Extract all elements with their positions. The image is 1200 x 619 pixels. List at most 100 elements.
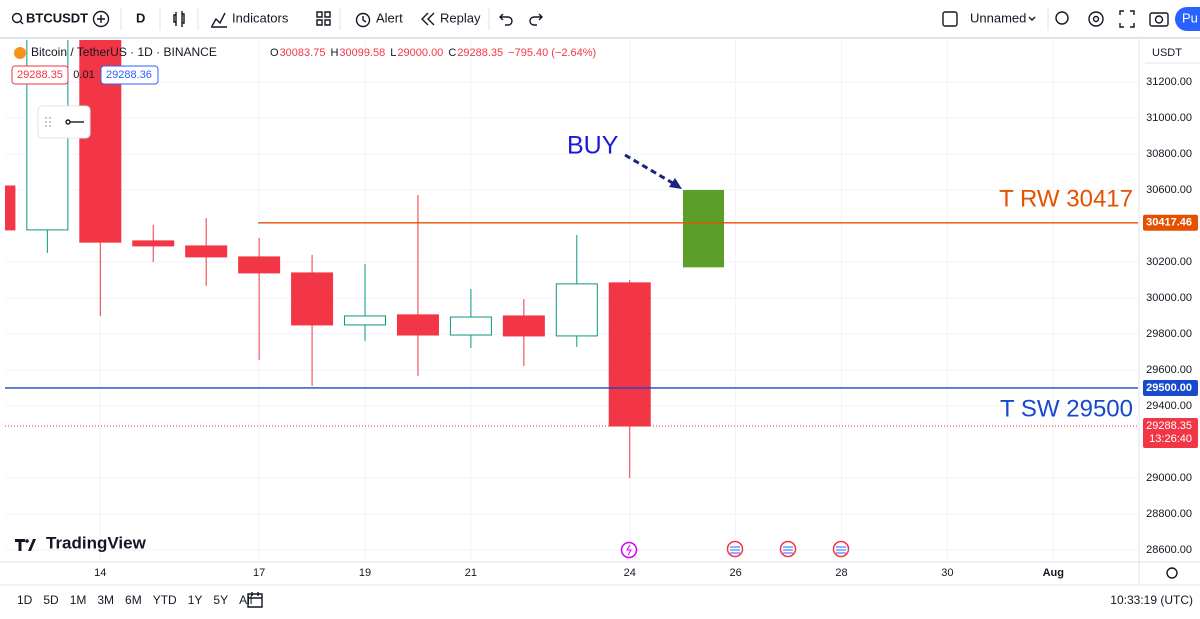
- x-tick-label: 30: [941, 567, 953, 579]
- ask[interactable]: 29288.36: [106, 69, 152, 81]
- ohlc-label: O: [270, 47, 279, 59]
- y-tick-label: 28600.00: [1146, 544, 1192, 556]
- y-tick-label: 30600.00: [1146, 184, 1192, 196]
- buy-arrow: [624, 153, 677, 187]
- candle-body: [5, 185, 16, 231]
- level-tag: [1143, 214, 1198, 231]
- logo-mark: [25, 539, 29, 543]
- annotation: BUY: [567, 132, 619, 160]
- add-symbol[interactable]: [92, 10, 110, 28]
- x-tick-label: 19: [359, 567, 371, 579]
- y-tick-label: 29800.00: [1146, 328, 1192, 340]
- y-tick-label: 30000.00: [1146, 292, 1192, 304]
- level-text: T RW 30417: [999, 185, 1133, 212]
- search-icon: [11, 12, 23, 24]
- range-button[interactable]: All: [239, 593, 252, 607]
- ohlc-value: 30083.75: [280, 47, 326, 59]
- publish-label[interactable]: Pu: [1182, 10, 1198, 25]
- y-tick-label: 30200.00: [1146, 256, 1192, 268]
- bid[interactable]: 29288.35: [17, 69, 63, 81]
- ranges: 1D 5D 1M 3M 6M YTD 1Y 5Y All: [17, 593, 252, 607]
- buy-arrowhead: [669, 178, 682, 189]
- range-button[interactable]: 5D: [43, 593, 59, 607]
- y-tick-label: 30800.00: [1146, 148, 1192, 160]
- ohlc-value: 30099.58: [339, 47, 385, 59]
- drag-handle[interactable]: [45, 117, 51, 127]
- last-price-label: 29288.35: [1146, 420, 1192, 432]
- currency[interactable]: USDT: [1152, 47, 1182, 59]
- indicators-icon: [211, 12, 227, 28]
- range-button[interactable]: 6M: [125, 593, 142, 607]
- candle-body: [291, 272, 334, 326]
- range-button[interactable]: 1Y: [188, 593, 203, 607]
- y-tick-label: 29000.00: [1146, 472, 1192, 484]
- level-text: T SW 29500: [1000, 395, 1133, 422]
- chart-type[interactable]: [173, 11, 185, 27]
- alert-button[interactable]: Alert: [376, 10, 403, 25]
- date-range[interactable]: [247, 592, 263, 608]
- ohlc-label: L: [390, 47, 396, 59]
- buy-zone: [683, 189, 724, 268]
- y-tick-label: 29600.00: [1146, 364, 1192, 376]
- ask-box[interactable]: [100, 65, 159, 85]
- level-tag-label: 30417.46: [1146, 217, 1192, 229]
- line-tool: [65, 119, 71, 125]
- drawing-toolbar[interactable]: [37, 105, 91, 139]
- ohlc-value: 29000.00: [397, 47, 443, 59]
- candle-body: [185, 245, 228, 258]
- range-button[interactable]: 1D: [17, 593, 33, 607]
- range-button[interactable]: 3M: [97, 593, 114, 607]
- symbol-button[interactable]: BTCUSDT: [11, 10, 89, 25]
- level-tag-label: 29500.00: [1146, 382, 1192, 394]
- settings-icon: [1092, 15, 1100, 23]
- grid: [5, 40, 1138, 562]
- coin-icon: [14, 47, 26, 59]
- redo[interactable]: [529, 13, 543, 26]
- symbol[interactable]: BTCUSDT: [26, 10, 88, 25]
- y-tick-label: 29400.00: [1146, 400, 1192, 412]
- alert-icon: [362, 16, 367, 23]
- range-button[interactable]: YTD: [153, 593, 177, 607]
- logo-mark: [15, 539, 36, 551]
- last-price-tag: [1143, 418, 1198, 449]
- ohlc-label: H: [330, 47, 338, 59]
- axis-settings[interactable]: [1166, 567, 1178, 579]
- change: −795.40 (−2.64%): [508, 47, 596, 59]
- layout-menu[interactable]: [1028, 16, 1036, 21]
- layout-name[interactable]: Unnamed: [970, 10, 1026, 25]
- fullscreen[interactable]: [1119, 10, 1135, 28]
- x-tick-label: 21: [465, 567, 477, 579]
- legend-name: Bitcoin / TetherUS · 1D · BINANCE: [31, 45, 217, 59]
- undo[interactable]: [499, 13, 513, 26]
- quick-search[interactable]: [1055, 11, 1069, 25]
- candle-body: [449, 316, 492, 336]
- range-button[interactable]: 5Y: [213, 593, 228, 607]
- settings[interactable]: [1088, 11, 1104, 27]
- range-button[interactable]: 1M: [70, 593, 87, 607]
- event-marker[interactable]: [620, 541, 638, 559]
- candle-body: [344, 315, 387, 326]
- indicators-button[interactable]: Indicators: [232, 10, 289, 25]
- snapshot[interactable]: [1149, 12, 1169, 27]
- separators: [120, 8, 1049, 30]
- interval[interactable]: D: [136, 10, 145, 25]
- add-symbol-icon: [97, 15, 105, 23]
- y-tick-label: 31000.00: [1146, 112, 1192, 124]
- economic-events[interactable]: [726, 540, 850, 558]
- bid-box[interactable]: [11, 65, 69, 85]
- plot: [5, 40, 1138, 478]
- templates[interactable]: [316, 11, 331, 26]
- alert-icon: [355, 12, 371, 28]
- layout-checkbox[interactable]: [942, 11, 958, 27]
- ohlc-value: 29288.35: [457, 47, 503, 59]
- candle-body: [396, 314, 439, 336]
- candle-body: [132, 240, 175, 247]
- y-tick-label: 31200.00: [1146, 76, 1192, 88]
- x-tick-label: Aug: [1043, 567, 1064, 579]
- replay-button[interactable]: Replay: [440, 10, 481, 25]
- candle-body: [502, 315, 545, 337]
- event-icon: [626, 544, 632, 556]
- x-tick-label: 28: [835, 567, 847, 579]
- logo[interactable]: TradingView: [46, 533, 147, 552]
- publish-button[interactable]: [1175, 7, 1200, 31]
